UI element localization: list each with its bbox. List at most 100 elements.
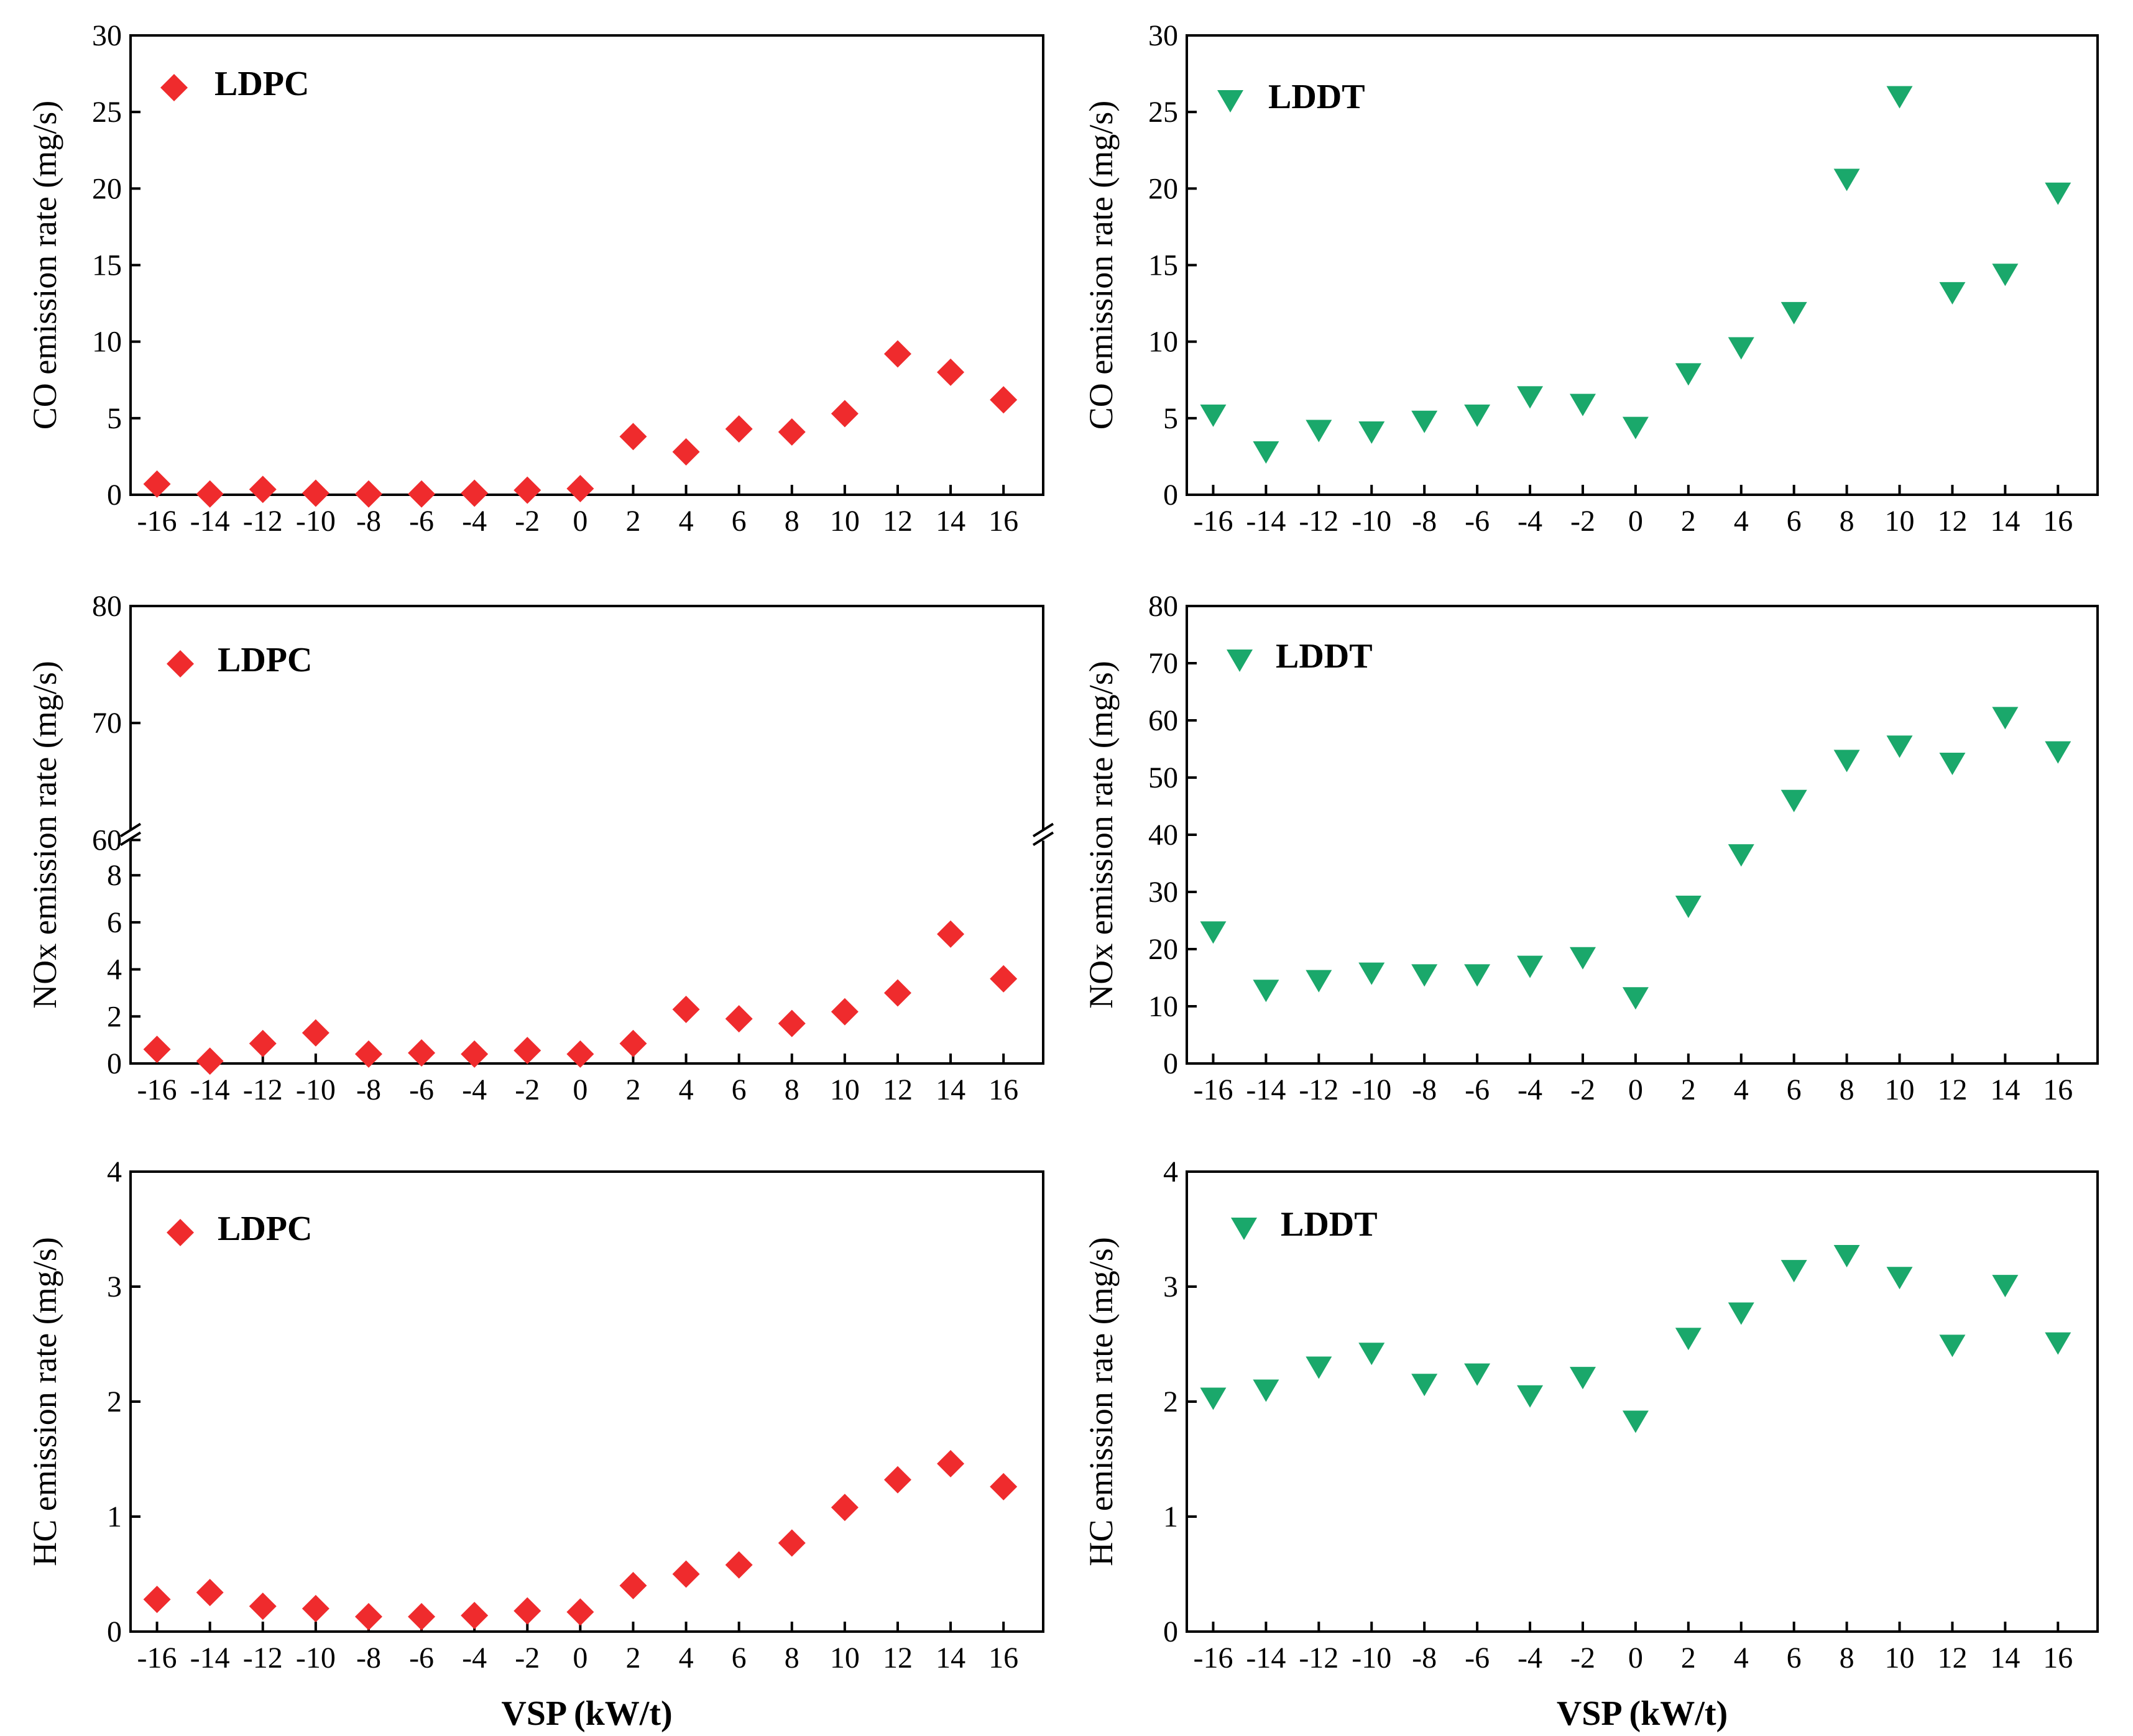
data-point	[408, 480, 436, 508]
y-tick-label: 0	[1163, 1047, 1178, 1080]
legend-label: LDDT	[1281, 1205, 1378, 1244]
data-point	[619, 1029, 647, 1057]
x-tick-label: -2	[515, 1642, 540, 1674]
legend-label: LDPC	[218, 641, 312, 679]
y-tick-label: 40	[1148, 819, 1178, 852]
data-point	[1411, 1374, 1438, 1397]
y-tick-label: 1	[1163, 1500, 1178, 1533]
x-tick-label: -6	[409, 1642, 434, 1674]
x-axis-title: VSP (kW/t)	[1557, 1694, 1728, 1733]
x-tick-label: 12	[1937, 1073, 1967, 1106]
x-tick-label: 8	[785, 1642, 799, 1674]
axis-break-mark	[119, 822, 142, 838]
data-point	[1992, 707, 2019, 730]
x-tick-label: -2	[1570, 1073, 1595, 1106]
panel-nox-lddt: 0 10 20 30 40 50 60 70 80 -16 -14 -12 -10 -8 -6 -4 -2 0 2 4…	[1082, 590, 2099, 1106]
x-tick-label: -10	[296, 1642, 336, 1674]
x-tick-label: 14	[936, 1642, 965, 1674]
x-axis-title: VSP (kW/t)	[501, 1694, 672, 1733]
data-point	[1622, 416, 1649, 439]
x-tick-label: 6	[732, 505, 747, 538]
y-tick-label: 25	[1148, 96, 1178, 129]
x-tick-label: 0	[573, 505, 587, 538]
data-point	[1253, 441, 1279, 464]
axis-break-mark	[1032, 831, 1054, 847]
data-point	[143, 470, 171, 498]
y-axis-title: NOx emission rate (mg/s)	[26, 661, 63, 1008]
x-tick-label: -16	[137, 505, 177, 538]
x-tick-label: 2	[625, 1073, 640, 1106]
x-tick-label: 8	[785, 1073, 799, 1106]
x-tick-label: -6	[409, 1073, 434, 1106]
data-point	[1833, 750, 1860, 773]
x-tick-label: 6	[1787, 1642, 1802, 1674]
data-point	[1411, 410, 1438, 433]
y-tick-label: 2	[1163, 1385, 1178, 1418]
legend-label: LDPC	[214, 65, 309, 103]
y-tick-label: 5	[107, 402, 122, 435]
x-tick-label: 10	[1885, 1073, 1915, 1106]
data-point	[672, 995, 700, 1023]
x-tick-label: -10	[1352, 1642, 1391, 1674]
x-tick-label: -4	[462, 505, 487, 538]
x-tick-label: -2	[515, 1073, 540, 1106]
legend-marker	[167, 650, 194, 677]
y-tick-label: 60	[92, 824, 122, 857]
data-point	[1358, 1343, 1385, 1366]
data-point	[1306, 1356, 1332, 1379]
x-tick-label: -16	[137, 1642, 177, 1674]
x-tick-label: 10	[830, 505, 860, 538]
data-point	[1833, 1245, 1860, 1268]
data-point	[1569, 393, 1596, 416]
data-point	[990, 386, 1018, 414]
y-tick-label: 4	[1163, 1155, 1178, 1188]
legend-marker	[167, 1219, 194, 1246]
x-tick-label: 0	[1628, 505, 1643, 538]
y-tick-label: 15	[1148, 249, 1178, 282]
data-point	[672, 438, 700, 466]
x-tick-label: -12	[1299, 1073, 1338, 1106]
x-tick-label: -4	[1518, 505, 1542, 538]
x-tick-label: -14	[190, 505, 230, 538]
x-tick-label: -8	[1412, 1073, 1437, 1106]
x-tick-label: 10	[1885, 505, 1915, 538]
data-point	[514, 476, 541, 504]
data-point	[354, 480, 382, 508]
data-point	[831, 998, 859, 1026]
x-tick-label: 2	[625, 1642, 640, 1674]
x-tick-label: 4	[1734, 505, 1749, 538]
y-axis-title: CO emission rate (mg/s)	[26, 101, 63, 429]
x-tick-label: -10	[1352, 1073, 1391, 1106]
y-tick-label: 30	[1148, 876, 1178, 909]
y-tick-label: 3	[1163, 1270, 1178, 1303]
data-point	[1569, 947, 1596, 970]
x-tick-label: 16	[2043, 505, 2073, 538]
x-tick-label: -8	[1412, 1642, 1437, 1674]
data-point	[1675, 1328, 1702, 1351]
y-tick-label: 6	[107, 906, 122, 939]
data-point	[883, 340, 911, 368]
x-tick-label: 0	[1628, 1642, 1643, 1674]
plot-frame	[129, 34, 1044, 496]
y-tick-label: 25	[92, 96, 122, 129]
y-tick-label: 20	[1148, 172, 1178, 205]
x-tick-label: 4	[1734, 1073, 1749, 1106]
x-tick-label: 12	[883, 1073, 913, 1106]
y-axis-title: NOx emission rate (mg/s)	[1082, 661, 1120, 1008]
y-tick-label: 0	[1163, 1615, 1178, 1648]
data-point	[1992, 1275, 2019, 1298]
x-tick-label: 0	[573, 1642, 587, 1674]
x-tick-label: 10	[830, 1073, 860, 1106]
data-point	[1306, 970, 1332, 993]
x-tick-label: 4	[679, 1073, 694, 1106]
x-tick-label: 8	[1840, 505, 1854, 538]
data-point	[461, 1602, 489, 1630]
data-point	[196, 1579, 224, 1607]
y-tick-label: 10	[92, 326, 122, 359]
data-point	[1939, 1334, 1966, 1357]
data-point	[2045, 1332, 2071, 1355]
data-point	[1253, 980, 1279, 1003]
panel-co-ldpc: 0 5 10 15 20 25 30 -16 -14 -12 -10 -8 -6 -4 -2 0 2 4 6 8 10 1…	[26, 19, 1044, 538]
